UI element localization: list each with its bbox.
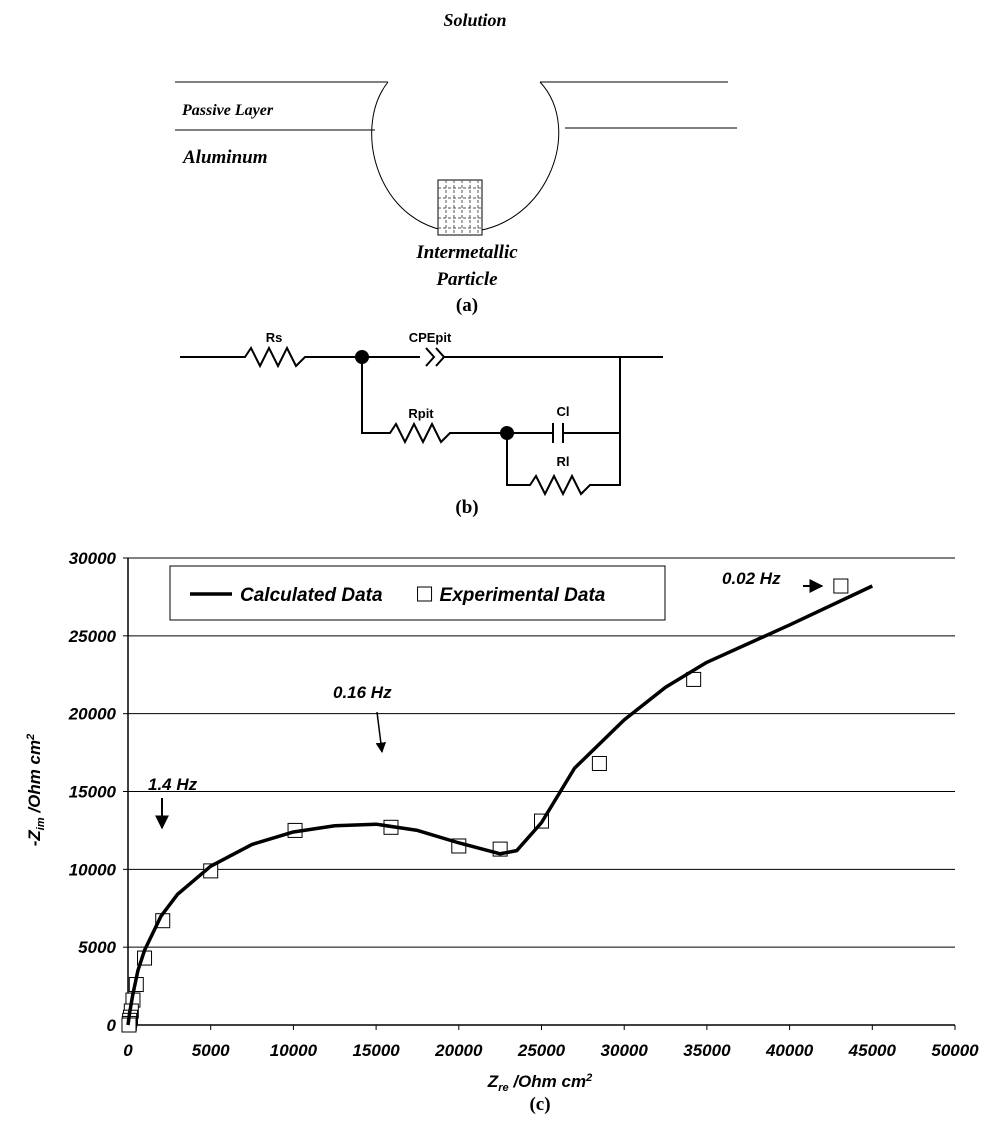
annotation: 0.02 Hz — [722, 569, 781, 588]
x-label-part: 2 — [585, 1072, 592, 1084]
x-tick-label: 10000 — [270, 1041, 318, 1060]
x-tick-label: 30000 — [601, 1041, 649, 1060]
legend: Calculated Data Experimental Data — [170, 566, 665, 620]
wire — [362, 357, 620, 443]
x-tick-label: 25000 — [517, 1041, 566, 1060]
x-label-part: re — [498, 1082, 508, 1094]
y-label-part: /Ohm cm — [25, 740, 44, 817]
data-point — [592, 756, 606, 770]
annotation-arrow — [377, 712, 382, 752]
circuit-label: CPEpit — [409, 330, 452, 345]
y-tick-label: 10000 — [69, 860, 117, 879]
legend-swatch — [418, 587, 432, 601]
chart: 0 5000 10000 15000 20000 25000 30000 0 5000 10000… — [68, 549, 979, 1060]
particle-label: Intermetallic — [415, 242, 518, 263]
x-tick-label: 20000 — [434, 1041, 483, 1060]
x-label-part: /Ohm cm — [509, 1072, 586, 1091]
y-label-part: -Z — [25, 830, 44, 847]
annotation: 1.4 Hz — [148, 775, 198, 794]
aluminum-label: Aluminum — [182, 147, 268, 168]
legend-label: Experimental Data — [440, 585, 606, 606]
wire — [180, 348, 663, 366]
y-tick-label: 5000 — [78, 938, 116, 957]
data-line — [128, 586, 872, 1025]
particle-label: Particle — [435, 269, 498, 290]
x-label-part: Z — [487, 1072, 499, 1091]
caption: (c) — [529, 1094, 550, 1115]
y-tick-label: 15000 — [69, 783, 117, 802]
data-point — [834, 579, 848, 593]
y-tick-label: 30000 — [69, 549, 117, 568]
circuit-label: Rpit — [408, 406, 434, 421]
circuit-b — [180, 348, 663, 494]
x-axis-label: Zre /Ohm cm2 — [487, 1072, 592, 1094]
caption: (b) — [455, 497, 478, 518]
x-tick-label: 50000 — [931, 1041, 979, 1060]
y-label-part: im — [35, 817, 47, 830]
x-tick-label: 40000 — [765, 1041, 814, 1060]
x-tick-label: 5000 — [192, 1041, 230, 1060]
caption: (a) — [456, 295, 478, 316]
figure: Solution Passive Layer Aluminum Intermet… — [0, 0, 991, 1128]
node — [356, 351, 368, 363]
y-tick-label: 25000 — [68, 627, 117, 646]
x-tick-label: 15000 — [352, 1041, 400, 1060]
y-axis-label: -Zim /Ohm cm2 — [25, 734, 47, 846]
particle — [438, 180, 482, 235]
circuit-label: Cl — [557, 404, 570, 419]
y-tick-label: 0 — [107, 1016, 117, 1035]
circuit-label: Rl — [557, 454, 570, 469]
y-tick-label: 20000 — [68, 705, 117, 724]
node — [501, 427, 513, 439]
x-tick-label: 0 — [123, 1041, 133, 1060]
solution-label: Solution — [443, 10, 506, 30]
passive-layer-label: Passive Layer — [181, 102, 274, 119]
x-tick-label: 35000 — [683, 1041, 731, 1060]
annotation: 0.16 Hz — [333, 683, 392, 702]
circuit-label: Rs — [266, 330, 283, 345]
x-tick-label: 45000 — [848, 1041, 897, 1060]
legend-label: Calculated Data — [240, 585, 383, 606]
y-label-part: 2 — [25, 734, 37, 741]
